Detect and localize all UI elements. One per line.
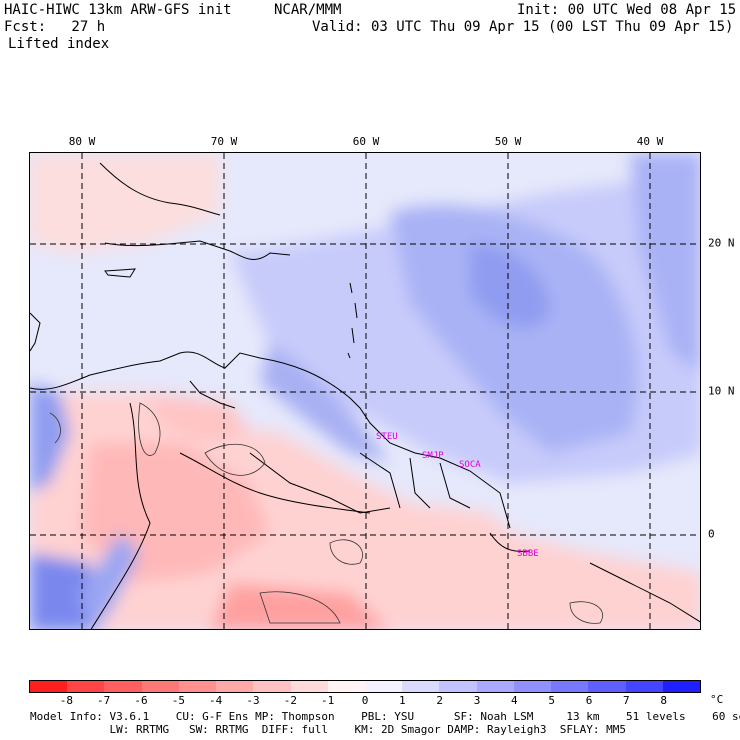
colorbar-swatch	[625, 681, 663, 692]
colorbar	[29, 680, 701, 693]
forecast-hour: Fcst: 27 h	[4, 19, 106, 35]
colorbar-tick-label: -8	[59, 694, 73, 707]
colorbar-swatch	[476, 681, 514, 692]
colorbar-tick-label: -1	[321, 694, 335, 707]
colorbar-swatch	[588, 681, 626, 692]
lat-label-0: 0	[708, 527, 715, 541]
field-shading	[30, 153, 700, 629]
colorbar-swatch	[216, 681, 254, 692]
valid-time: Valid: 03 UTC Thu 09 Apr 15 (00 LST Thu …	[312, 19, 734, 35]
colorbar-swatch	[327, 681, 365, 692]
footer-line-2: LW: RRTMG SW: RRTMG DIFF: full KM: 2D Sm…	[30, 723, 627, 736]
colorbar-tick-label: -2	[283, 694, 297, 707]
lat-label-10n: 10 N	[708, 384, 735, 398]
station-steu: STEU	[376, 432, 398, 442]
colorbar-tick-label: 1	[399, 694, 406, 707]
colorbar-swatch	[141, 681, 179, 692]
colorbar-swatch	[30, 681, 68, 692]
colorbar-swatch	[178, 681, 217, 692]
colorbar-swatch	[253, 681, 291, 692]
colorbar-tick-label: 7	[623, 694, 630, 707]
map-canvas	[30, 153, 700, 629]
colorbar-swatch	[513, 681, 552, 692]
station-sbbe: SBBE	[517, 549, 539, 559]
graticule	[30, 153, 700, 629]
colorbar-tick-label: -5	[171, 694, 185, 707]
colorbar-tick-label: -7	[97, 694, 111, 707]
colorbar-tick-label: 3	[473, 694, 481, 707]
field-name: Lifted index	[8, 36, 110, 52]
colorbar-swatch	[551, 681, 589, 692]
lon-label-70w: 70 W	[210, 135, 238, 148]
lon-label-40w: 40 W	[636, 135, 664, 148]
model-title: HAIC-HIWC 13km ARW-GFS init	[4, 2, 232, 18]
lifted-index-map	[29, 152, 701, 630]
station-soca: SOCA	[459, 460, 481, 470]
contour-lines	[49, 402, 603, 624]
colorbar-tick-label: -3	[246, 694, 260, 707]
colorbar-tick-label: 5	[548, 694, 555, 707]
colorbar-tick-label: 6	[585, 694, 593, 707]
colorbar-swatch	[364, 681, 403, 692]
colorbar-swatch	[662, 681, 700, 692]
init-time: Init: 00 UTC Wed 08 Apr 15	[517, 2, 737, 18]
colorbar-tick-label: -6	[134, 694, 148, 707]
org-label: NCAR/MMM	[274, 2, 342, 18]
station-smjp: SMJP	[422, 451, 444, 461]
colorbar-swatch	[402, 681, 440, 692]
colorbar-swatch	[290, 681, 328, 692]
lon-label-50w: 50 W	[494, 135, 522, 148]
colorbar-swatch	[67, 681, 105, 692]
colorbar-tick-label: 8	[660, 694, 667, 707]
colorbar-swatch	[439, 681, 477, 692]
colorbar-tick-label: 4	[511, 694, 518, 707]
colorbar-swatch	[104, 681, 142, 692]
lon-label-80w: 80 W	[68, 135, 96, 148]
coastlines	[30, 162, 700, 629]
lon-label-60w: 60 W	[352, 135, 380, 148]
colorbar-tick-label: 2	[436, 694, 443, 707]
footer-line-1: Model Info: V3.6.1 CU: G-F Ens MP: Thomp…	[30, 710, 740, 723]
colorbar-tick-label: 0	[361, 694, 369, 707]
colorbar-tick-label: -4	[209, 694, 223, 707]
colorbar-unit: °C	[710, 693, 724, 706]
lat-label-20n: 20 N	[708, 236, 735, 250]
